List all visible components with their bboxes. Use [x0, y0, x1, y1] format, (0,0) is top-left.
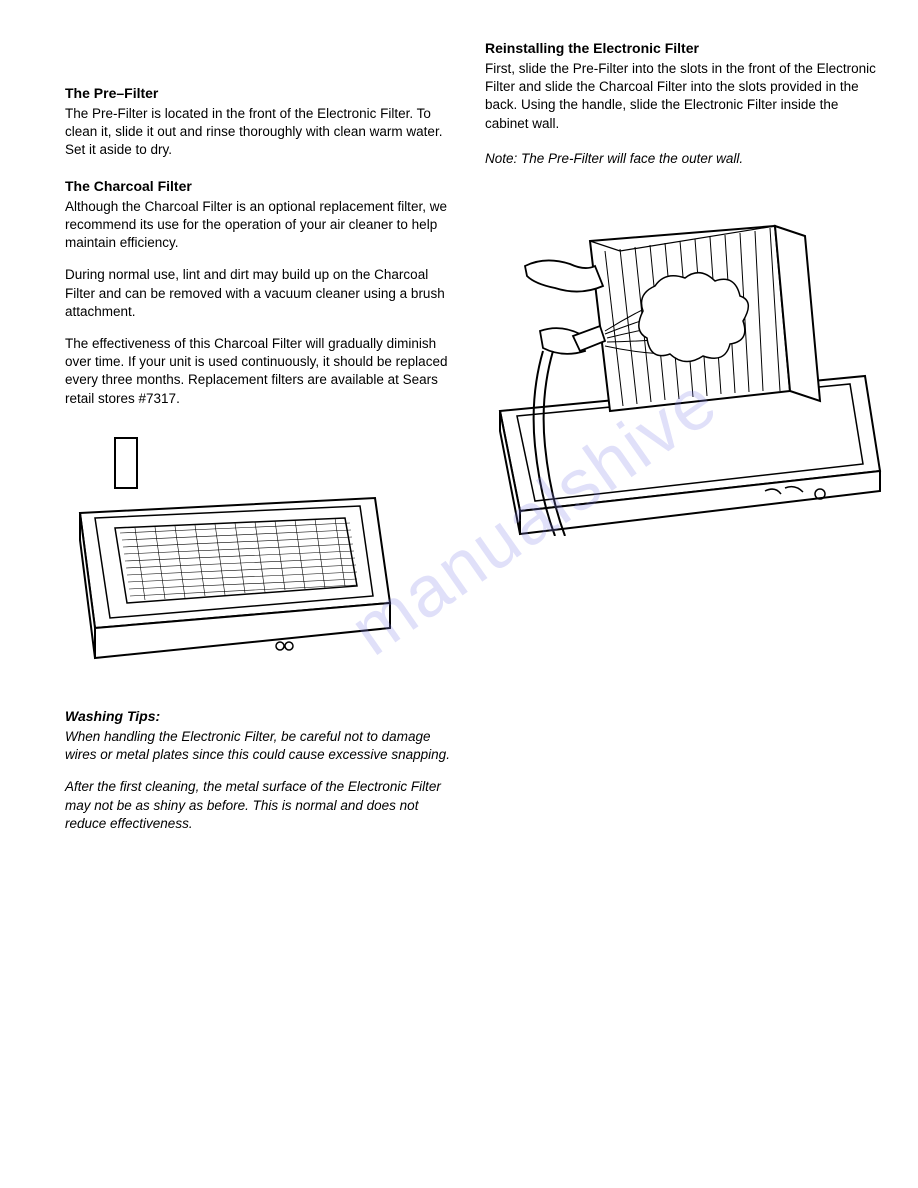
basin-illustration: [65, 428, 455, 688]
left-column: The Pre–Filter The Pre-Filter is located…: [65, 40, 455, 847]
right-column: Reinstalling the Electronic Filter First…: [485, 40, 885, 847]
charcoal-heading: The Charcoal Filter: [65, 178, 455, 194]
charcoal-p1: Although the Charcoal Filter is an optio…: [65, 198, 455, 253]
prefilter-text: The Pre-Filter is located in the front o…: [65, 105, 455, 160]
washing-p1: When handling the Electronic Filter, be …: [65, 728, 455, 764]
page-container: The Pre–Filter The Pre-Filter is located…: [0, 0, 918, 887]
note-text: Note: The Pre-Filter will face the outer…: [485, 151, 885, 166]
reinstall-text: First, slide the Pre-Filter into the slo…: [485, 60, 885, 133]
charcoal-p2: During normal use, lint and dirt may bui…: [65, 266, 455, 321]
prefilter-heading: The Pre–Filter: [65, 85, 455, 101]
washing-p2: After the first cleaning, the metal surf…: [65, 778, 455, 833]
spray-illustration: [485, 216, 885, 536]
charcoal-p3: The effectiveness of this Charcoal Filte…: [65, 335, 455, 408]
washing-heading: Washing Tips:: [65, 708, 455, 724]
reinstall-heading: Reinstalling the Electronic Filter: [485, 40, 885, 56]
